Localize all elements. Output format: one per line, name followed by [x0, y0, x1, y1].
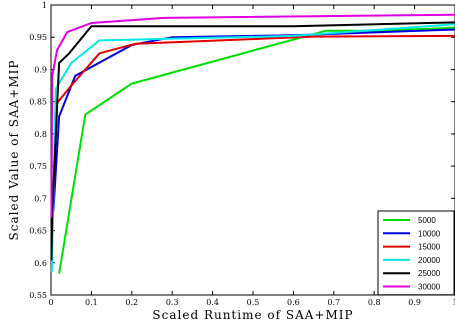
series-line-30000 — [50, 13, 455, 218]
x-tick-label: 0.9 — [408, 298, 421, 307]
y-tick-label: 0.85 — [29, 98, 47, 107]
legend-entry-30000: 30000 — [418, 283, 441, 292]
y-tick-label: 0.75 — [29, 162, 47, 171]
y-tick-label: 0.95 — [29, 33, 47, 42]
x-tick-label: 0.4 — [206, 298, 219, 307]
axis-ticks: 0 0.1 0.2 0.3 0.4 0.5 0.6 0.7 0.8 0.9 1 0.55 0.6 0.65… — [29, 1, 455, 307]
x-tick-label: 0.8 — [368, 298, 381, 307]
x-tick-label: 0.3 — [166, 298, 179, 307]
legend-box — [377, 210, 455, 296]
series-line-20000 — [50, 23, 455, 273]
x-tick-label: 1 — [452, 298, 455, 307]
y-tick-label: 0.55 — [29, 291, 47, 300]
y-tick-label: 0.7 — [34, 194, 47, 203]
y-tick-label: 0.8 — [34, 130, 47, 139]
legend: 5000 10000 15000 20000 25000 30000 — [377, 210, 455, 296]
y-tick-label: 0.9 — [34, 65, 47, 74]
legend-entry-25000: 25000 — [418, 269, 441, 278]
series-lines — [50, 13, 455, 274]
x-tick-label: 0.6 — [287, 298, 300, 307]
x-tick-label: 0.7 — [327, 298, 340, 307]
y-tick-label: 1 — [42, 1, 47, 10]
y-axis-label: Scaled Value of SAA+MIP — [7, 60, 21, 241]
legend-entry-5000: 5000 — [418, 216, 436, 225]
y-tick-label: 0.65 — [29, 227, 47, 236]
x-tick-label: 0.5 — [247, 298, 260, 307]
legend-entry-15000: 15000 — [418, 243, 441, 252]
series-line-5000 — [58, 26, 455, 274]
legend-entry-10000: 10000 — [418, 229, 441, 238]
legend-entry-20000: 20000 — [418, 256, 441, 265]
x-tick-label: 0 — [48, 298, 53, 307]
x-axis-label: Scaled Runtime of SAA+MIP — [152, 308, 353, 322]
y-tick-label: 0.6 — [34, 259, 47, 268]
x-tick-label: 0.1 — [85, 298, 98, 307]
x-tick-label: 0.2 — [125, 298, 138, 307]
